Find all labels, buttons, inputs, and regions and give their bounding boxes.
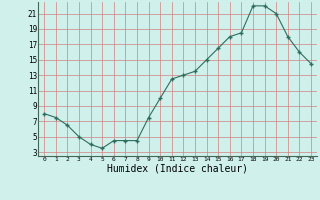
- X-axis label: Humidex (Indice chaleur): Humidex (Indice chaleur): [107, 164, 248, 174]
